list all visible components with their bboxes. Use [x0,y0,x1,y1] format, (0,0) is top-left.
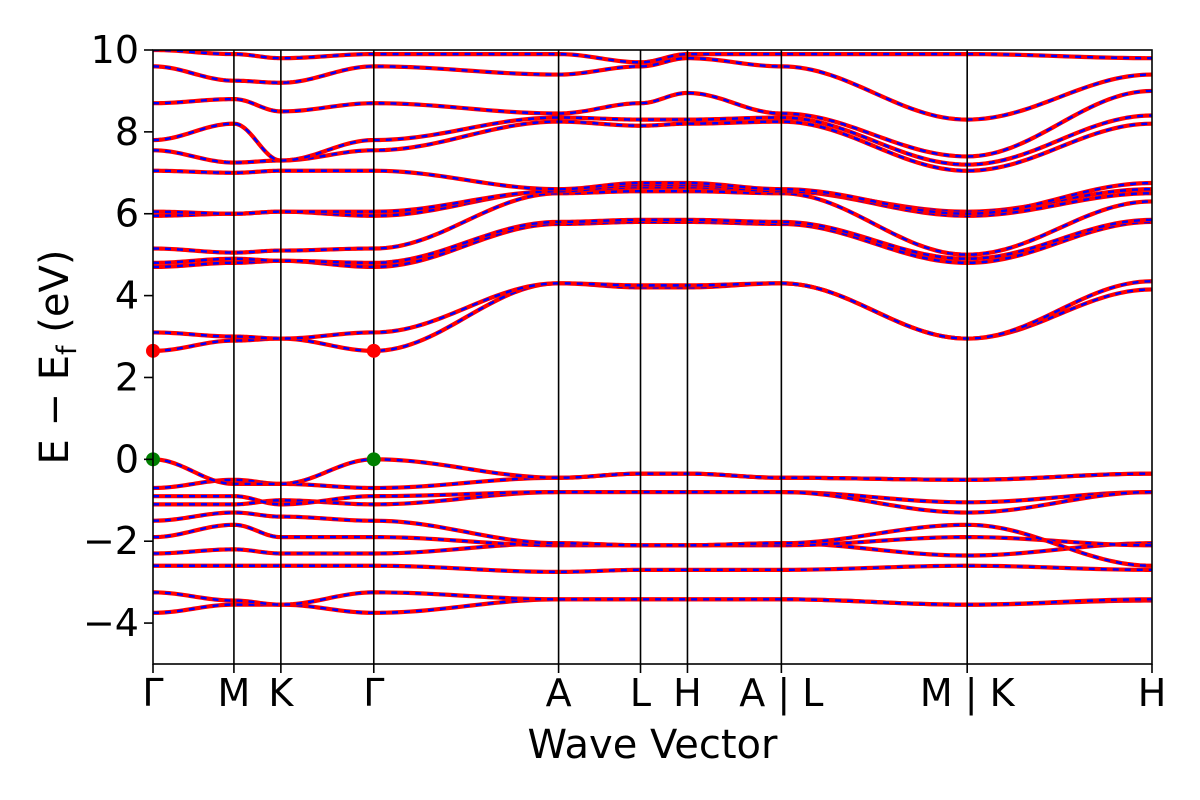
y-tick-label: −4 [83,601,139,645]
band-line-overlay-6 [153,511,1152,567]
y-tick-label: 6 [115,192,139,236]
y-tick-label: 4 [115,274,139,318]
plot-frame [152,49,1153,665]
y-axis-ticks: −4 −2 0 2 4 6 8 10 [83,28,153,645]
y-axis-label-unit: (eV) [32,250,78,346]
x-tick-label: A | L [739,671,823,716]
x-tick-label: M | K [920,671,1016,716]
y-tick-label: 0 [115,437,139,481]
band-line-overlay-21 [153,89,1152,158]
vbm-point [366,452,381,467]
x-tick-label: L [630,671,651,715]
bands-layer [153,50,1152,615]
band-line-12 [153,279,1152,341]
extrema-points [146,343,381,467]
band-line-overlay-23 [153,50,1152,64]
band-line-overlay-18 [153,169,1152,215]
band-line-19 [153,119,1152,173]
y-tick-label: 8 [115,110,139,154]
band-line-11 [153,281,1152,353]
band-line-overlay-3 [153,564,1152,574]
band-line-overlay-19 [153,120,1152,172]
x-tick-label: Γ [142,671,163,715]
y-axis-label-subscript: f [52,344,83,355]
band-line-overlay-8 [153,490,1152,514]
band-line-14 [153,217,1152,265]
band-line-10 [153,457,1152,486]
band-line-20 [153,113,1152,167]
band-line-overlay-2 [153,591,1152,606]
y-axis-label: E − Ef (eV) [32,250,83,465]
band-line-23 [153,50,1152,65]
band-line-2 [153,590,1152,607]
band-line-overlay-20 [153,114,1152,166]
y-axis-label-main: E − E [32,355,78,465]
y-tick-label: 10 [91,28,139,72]
band-line-overlay-12 [153,280,1152,340]
x-tick-label: H [673,671,702,715]
x-tick-label: Γ [363,671,384,715]
cbm-point [366,343,381,358]
band-line-overlay-15 [153,190,1152,256]
x-tick-label: H [1138,671,1167,715]
kpoint-lines [233,50,968,664]
x-tick-label: M [218,671,251,715]
band-line-overlay-10 [153,458,1152,486]
y-tick-label: −2 [83,519,139,563]
band-line-22 [153,56,1152,122]
x-tick-label: A [546,671,572,715]
x-tick-label: K [268,671,294,715]
x-axis-label: Wave Vector [528,722,779,768]
y-tick-label: 2 [115,355,139,399]
